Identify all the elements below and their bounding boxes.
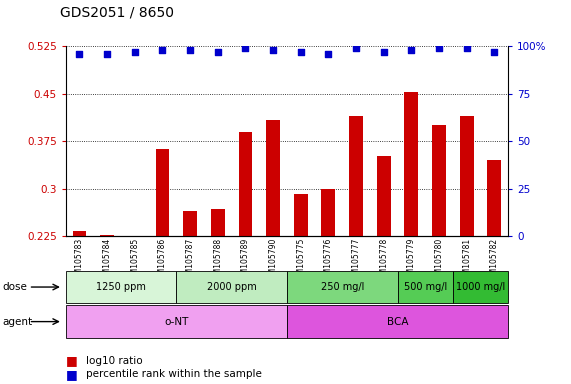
Bar xyxy=(321,189,335,379)
Bar xyxy=(287,305,508,338)
Point xyxy=(268,47,278,53)
Text: o-NT: o-NT xyxy=(164,316,188,327)
Bar xyxy=(176,271,287,303)
Point xyxy=(296,49,305,55)
Point xyxy=(462,45,471,51)
Point xyxy=(130,49,139,55)
Bar xyxy=(404,92,419,379)
Bar xyxy=(266,120,280,379)
Point xyxy=(379,49,388,55)
Bar xyxy=(453,271,508,303)
Point xyxy=(158,47,167,53)
Point xyxy=(75,51,84,57)
Text: 1250 ppm: 1250 ppm xyxy=(96,282,146,292)
Point xyxy=(186,47,195,53)
Text: 2000 ppm: 2000 ppm xyxy=(207,282,256,292)
Bar xyxy=(128,235,142,379)
Point xyxy=(352,45,361,51)
Bar xyxy=(349,116,363,379)
Text: 250 mg/l: 250 mg/l xyxy=(320,282,364,292)
Text: percentile rank within the sample: percentile rank within the sample xyxy=(86,369,262,379)
Point xyxy=(490,49,499,55)
Point xyxy=(407,47,416,53)
Text: BCA: BCA xyxy=(387,316,408,327)
Bar xyxy=(460,116,473,379)
Text: log10 ratio: log10 ratio xyxy=(86,356,142,366)
Bar xyxy=(377,156,391,379)
Text: ■: ■ xyxy=(66,368,78,381)
Text: agent: agent xyxy=(3,316,33,327)
Point xyxy=(435,45,444,51)
Bar xyxy=(100,235,114,379)
Text: 1000 mg/l: 1000 mg/l xyxy=(456,282,505,292)
Text: dose: dose xyxy=(3,282,28,292)
Bar xyxy=(66,305,287,338)
Bar xyxy=(66,271,176,303)
Point xyxy=(241,45,250,51)
Text: 500 mg/l: 500 mg/l xyxy=(404,282,447,292)
Bar xyxy=(397,271,453,303)
Bar xyxy=(155,149,170,379)
Point xyxy=(103,51,112,57)
Bar xyxy=(287,271,397,303)
Bar xyxy=(488,160,501,379)
Bar xyxy=(183,211,197,379)
Point xyxy=(324,51,333,57)
Bar xyxy=(432,125,446,379)
Text: ■: ■ xyxy=(66,354,78,367)
Bar xyxy=(294,194,308,379)
Point xyxy=(213,49,222,55)
Text: GDS2051 / 8650: GDS2051 / 8650 xyxy=(60,5,174,19)
Bar xyxy=(73,231,86,379)
Bar xyxy=(211,209,225,379)
Bar xyxy=(239,132,252,379)
